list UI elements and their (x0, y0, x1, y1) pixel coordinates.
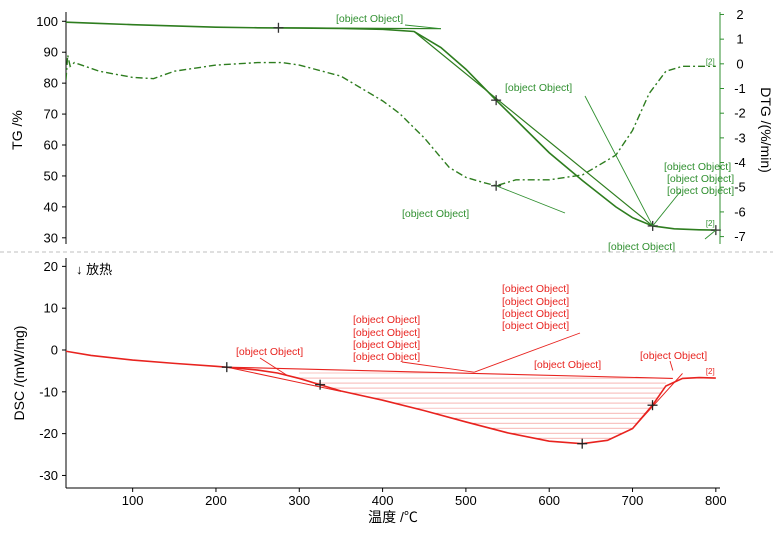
peak-analysis-2-leader (474, 332, 581, 373)
x-tick-label: 100 (122, 493, 144, 508)
dsc-marker (647, 400, 658, 411)
tg-axis-label: TG /% (9, 110, 25, 150)
tg-annotation: [object Object] (667, 173, 734, 185)
dsc-ticks: 20 10 0 -10 -20 -30 (39, 259, 66, 483)
x-axis-label: 温度 /℃ (368, 509, 418, 525)
tg-marker (273, 22, 284, 33)
dtg-ticks: 2 1 0 -1 -2 -3 -4 -5 -6 -7 (720, 7, 746, 244)
tg-annotation: [object Object] (667, 185, 734, 197)
tg-tick-label: 90 (44, 45, 58, 60)
x-tick-label: 200 (205, 493, 227, 508)
top-annotations: [2][2][object Object][object Object][obj… (336, 13, 734, 253)
dsc-marker (577, 438, 588, 449)
endset-leader (669, 360, 674, 371)
dsc-tick-label: 0 (51, 343, 58, 358)
value-leader (584, 95, 654, 227)
ysearch-leader (652, 191, 681, 227)
onset-leader (404, 24, 441, 30)
dsc-annotation: [object Object] (353, 351, 420, 363)
dtg-tick-label: -3 (734, 130, 746, 145)
tg-tick-label: 70 (44, 107, 58, 122)
dsc-tick-label: 10 (44, 301, 58, 316)
top-markers (273, 22, 721, 236)
dsc-annotation: [object Object] (353, 327, 420, 339)
x-tick-label: 400 (372, 493, 394, 508)
dsc-annotation: [object Object] (502, 283, 569, 295)
dsc-annotation: [object Object] (353, 339, 420, 351)
dsc-tick-label: -20 (39, 426, 58, 441)
dtg-series-tag: [2] (706, 57, 715, 66)
dsc-endset-tangent (632, 373, 683, 429)
top-panel: 100 90 80 70 60 50 40 30 2 1 0 -1 -2 -3 -4 -5 -6 -7 TG /… (9, 7, 773, 253)
dsc-series-tag: [2] (706, 367, 715, 376)
dsc-marker (315, 379, 326, 390)
end-value-leader (704, 229, 717, 240)
tg-tick-label: 30 (44, 230, 58, 245)
x-tick-label: 300 (288, 493, 310, 508)
tg-onset-baseline (278, 27, 441, 30)
dtg-curve (66, 55, 716, 187)
x-ticks: 100 200 300 400 500 600 700 800 (122, 488, 727, 508)
dsc-annotation: [object Object] (502, 296, 569, 308)
dtg-tick-label: -2 (734, 106, 746, 121)
dtg-tick-label: -1 (734, 81, 746, 96)
dsc-marker (221, 362, 232, 373)
dsc-tick-label: -10 (39, 384, 58, 399)
dtg-tick-label: -5 (734, 180, 746, 195)
x-tick-label: 600 (538, 493, 560, 508)
dsc-onset-tangent (226, 366, 342, 392)
tg-tick-label: 50 (44, 168, 58, 183)
onset-leader (259, 357, 288, 376)
peak-analysis-1-leader (401, 361, 475, 373)
dsc-axis-label: DSC /(mW/mg) (11, 326, 27, 421)
bottom-leaders (259, 332, 674, 376)
exotherm-direction-label: ↓ 放热 (76, 262, 112, 277)
peak-area-hatch (299, 372, 666, 444)
tg-marker (491, 95, 502, 106)
tg-onset-tangent (413, 31, 654, 227)
x-tick-label: 700 (622, 493, 644, 508)
bottom-markers (221, 362, 658, 449)
tg-tick-label: 100 (36, 14, 58, 29)
tg-curve (66, 21, 716, 231)
tg-annotation: [object Object] (336, 13, 403, 25)
tg-tick-label: 80 (44, 76, 58, 91)
tg-annotation: [object Object] (505, 82, 572, 94)
dtg-tick-label: -4 (734, 155, 746, 170)
dsc-annotation: [object Object] (502, 308, 569, 320)
tg-annotation: [object Object] (608, 241, 675, 253)
tg-annotation: [object Object] (402, 208, 469, 220)
tg-ticks: 100 90 80 70 60 50 40 30 (36, 14, 66, 245)
dsc-annotation: [object Object] (502, 320, 569, 332)
dtg-tick-label: -7 (734, 229, 746, 244)
dsc-tick-label: 20 (44, 259, 58, 274)
x-tick-label: 800 (705, 493, 727, 508)
bottom-annotations: [2][object Object][object Object][object… (236, 283, 715, 376)
dtg-axis-label: DTG /(%/min) (758, 87, 773, 173)
bottom-series (66, 350, 716, 445)
dtg-tick-label: 1 (736, 32, 743, 47)
dsc-baseline (226, 366, 673, 379)
x-tick-label: 500 (455, 493, 477, 508)
peak-leader (495, 185, 566, 214)
dsc-annotation: [object Object] (353, 314, 420, 326)
dtg-tick-label: 0 (736, 56, 743, 71)
dtg-tick-label: -6 (734, 204, 746, 219)
tg-tick-label: 40 (44, 199, 58, 214)
dsc-annotation: [object Object] (534, 359, 601, 371)
dsc-annotation: [object Object] (640, 350, 707, 362)
tg-tick-label: 60 (44, 138, 58, 153)
dsc-curve (66, 350, 716, 445)
dtg-tick-label: 2 (736, 7, 743, 22)
tg-annotation: [object Object] (664, 161, 731, 173)
top-leaders (404, 24, 717, 240)
top-series (66, 21, 716, 231)
tg-series-tag: [2] (706, 219, 715, 228)
dsc-tick-label: -30 (39, 468, 58, 483)
dsc-annotation: [object Object] (236, 346, 303, 358)
